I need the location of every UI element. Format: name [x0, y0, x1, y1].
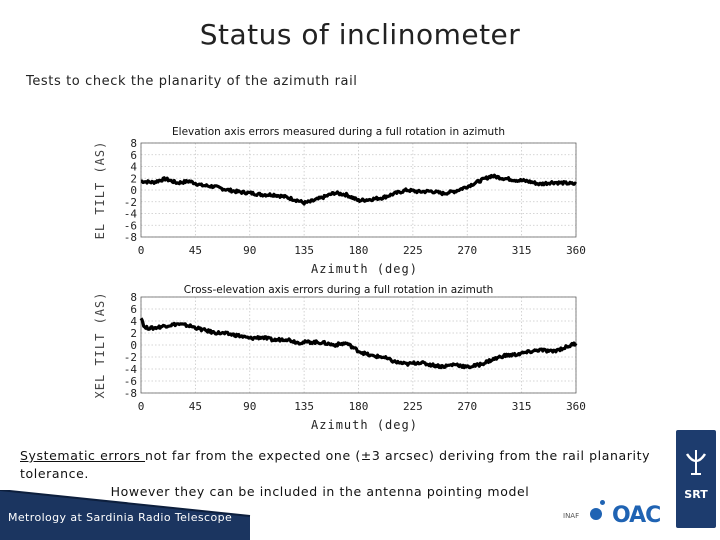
srt-logo [676, 430, 716, 528]
logo-oac: OAC [612, 503, 661, 528]
footnote-line1: not far from the expected one (±3 arcsec… [20, 448, 651, 481]
srt-antenna-icon [685, 450, 707, 475]
chart-1-xtick-label: 360 [566, 244, 586, 257]
chart-2-xtick-label: 225 [403, 400, 423, 413]
footer-text: Metrology at Sardinia Radio Telescope [8, 511, 233, 524]
chart-2-ytick-label: 8 [130, 291, 137, 304]
chart-2-ytick-label: -6 [124, 375, 137, 388]
chart-1-xtick-label: 180 [349, 244, 369, 257]
chart-1-xtick-label: 90 [243, 244, 256, 257]
footnote-underlined: Systematic errors [20, 448, 146, 463]
chart-2-xtick-label: 360 [566, 400, 586, 413]
chart-1-ytick-label: 0 [130, 184, 137, 197]
chart-2-series-line [139, 317, 578, 370]
footnote: Systematic errors not far from the expec… [20, 447, 680, 501]
chart-1-xtick-label: 135 [294, 244, 314, 257]
chart-2-ytick-label: -8 [124, 387, 137, 400]
logo-dot-small-icon [600, 500, 605, 505]
charts-canvas: Elevation axis errors measured during a … [93, 126, 586, 432]
chart-2-xlabel: Azimuth (deg) [311, 418, 418, 432]
chart-2-ytick-label: 0 [130, 339, 137, 352]
chart-1-xtick-label: 45 [189, 244, 202, 257]
chart-1-xlabel: Azimuth (deg) [311, 262, 418, 276]
chart-1-ytick-label: 8 [130, 137, 137, 150]
chart-2-ylabel: XEL TILT (AS) [93, 292, 107, 399]
chart-2-ytick-label: 4 [130, 315, 137, 328]
chart-2-xtick-label: 315 [512, 400, 532, 413]
chart-1-frame [140, 142, 577, 238]
chart-2-xtick-label: 135 [294, 400, 314, 413]
chart-1-xtick-label: 270 [457, 244, 477, 257]
chart-1-ytick-label: -6 [124, 219, 137, 232]
srt-logo-text: SRT [684, 488, 708, 501]
chart-2-xtick-label: 270 [457, 400, 477, 413]
chart-2-ytick-label: -4 [124, 363, 138, 376]
footer-bar [0, 490, 251, 540]
chart-2-ytick-label: -2 [124, 351, 137, 364]
logo-dot-icon [590, 508, 602, 520]
chart-1-xtick-label: 225 [403, 244, 423, 257]
chart-2-ytick-label: 6 [130, 303, 137, 316]
chart-1-xtick-label: 0 [138, 244, 145, 257]
chart-2-xtick-label: 0 [138, 400, 145, 413]
chart-1-ytick-label: -4 [124, 208, 138, 221]
chart-2-xtick-label: 45 [189, 400, 202, 413]
chart-1-ylabel: EL TILT (AS) [93, 141, 107, 240]
slide-subtitle: Tests to check the planarity of the azim… [26, 74, 358, 89]
chart-title-2: Cross-elevation axis errors during a ful… [184, 284, 494, 296]
chart-1-series-line [140, 173, 578, 206]
chart-2-xtick-label: 90 [243, 400, 256, 413]
chart-2-xtick-label: 180 [349, 400, 369, 413]
chart-1-ytick-label: 2 [130, 172, 137, 185]
chart-1-ytick-label: -8 [124, 231, 137, 244]
footnote-line2: However they can be included in the ante… [110, 484, 530, 499]
chart-1-ytick-label: 6 [130, 149, 137, 162]
slide-title: Status of inclinometer [199, 18, 521, 51]
chart-1-xtick-label: 315 [512, 244, 532, 257]
chart-title-1: Elevation axis errors measured during a … [172, 126, 505, 138]
chart-1-ytick-label: -2 [124, 196, 137, 209]
logo-inaf: INAF [563, 512, 580, 520]
chart-1-ytick-label: 4 [130, 161, 137, 174]
chart-2-ytick-label: 2 [130, 327, 137, 340]
